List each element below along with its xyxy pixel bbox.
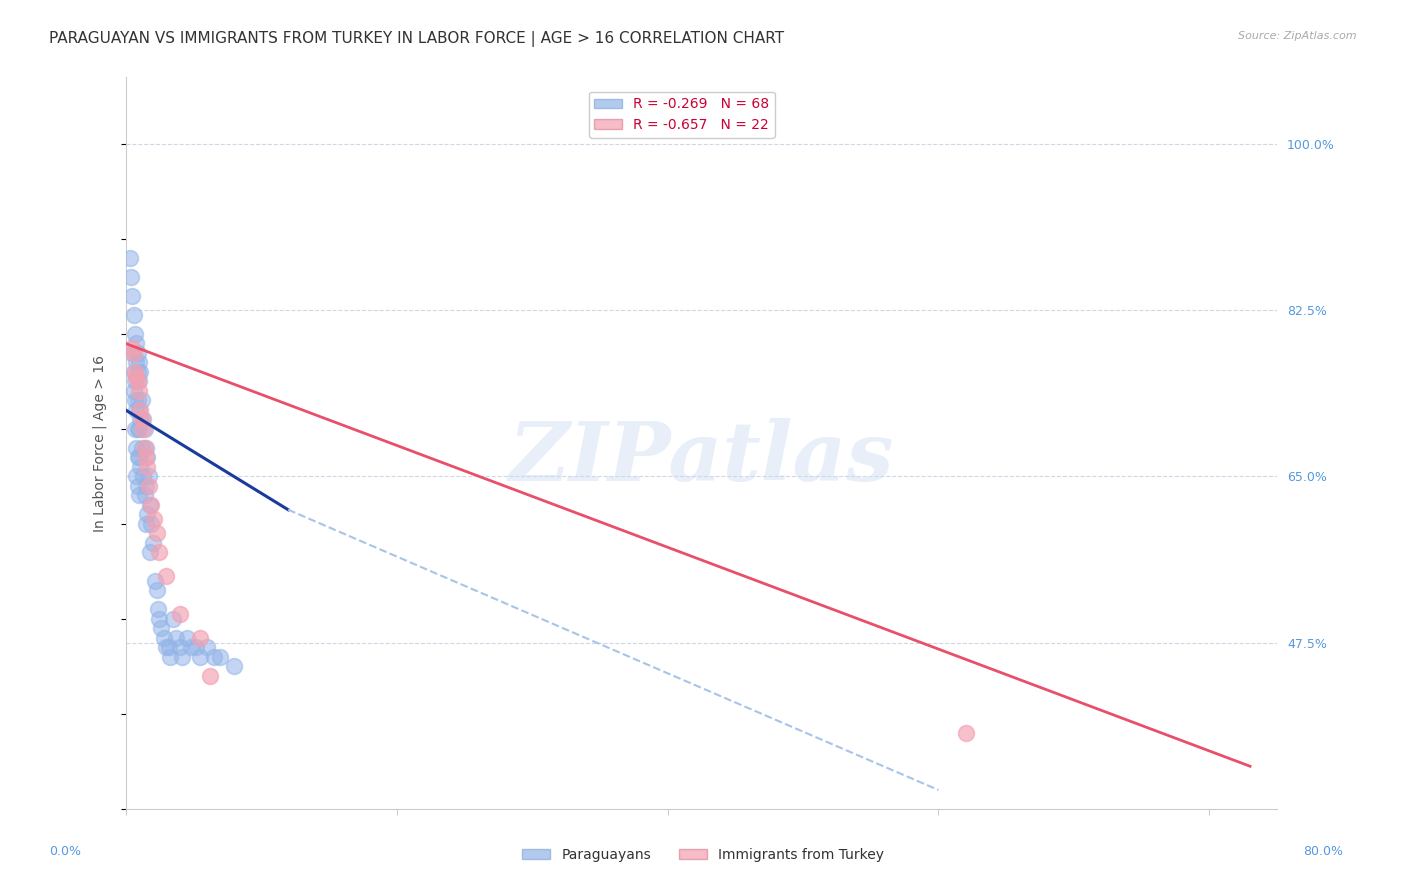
Point: [131, 412, 153, 426]
Point: [127, 365, 149, 379]
Point: [188, 650, 211, 665]
Text: 80.0%: 80.0%: [1303, 845, 1343, 858]
Point: [138, 469, 160, 483]
Point: [139, 498, 162, 512]
Point: [138, 479, 160, 493]
Point: [184, 640, 207, 655]
Text: PARAGUAYAN VS IMMIGRANTS FROM TURKEY IN LABOR FORCE | AGE > 16 CORRELATION CHART: PARAGUAYAN VS IMMIGRANTS FROM TURKEY IN …: [49, 31, 785, 47]
Point: [176, 631, 198, 645]
Point: [209, 650, 232, 665]
Point: [127, 479, 149, 493]
Point: [955, 726, 977, 740]
Point: [136, 460, 159, 475]
Point: [195, 640, 218, 655]
Point: [125, 403, 148, 417]
Point: [128, 422, 150, 436]
Point: [159, 650, 181, 665]
Point: [127, 422, 149, 436]
Point: [132, 469, 155, 483]
Point: [129, 403, 152, 417]
Point: [169, 640, 191, 655]
Point: [124, 393, 146, 408]
Point: [155, 640, 177, 655]
Point: [125, 355, 148, 369]
Point: [124, 375, 146, 389]
Point: [128, 488, 150, 502]
Point: [124, 422, 146, 436]
Point: [128, 355, 150, 369]
Point: [136, 450, 159, 465]
Point: [120, 269, 142, 284]
Point: [141, 498, 163, 512]
Point: [121, 341, 143, 355]
Point: [131, 441, 153, 455]
Point: [125, 441, 148, 455]
Point: [122, 365, 145, 379]
Point: [198, 669, 221, 683]
Point: [141, 516, 163, 531]
Point: [129, 365, 152, 379]
Point: [139, 545, 162, 559]
Point: [128, 384, 150, 398]
Text: ZIPatlas: ZIPatlas: [509, 417, 894, 498]
Point: [145, 574, 167, 588]
Point: [135, 450, 157, 465]
Point: [135, 516, 157, 531]
Point: [148, 545, 170, 559]
Point: [127, 375, 149, 389]
Point: [132, 422, 155, 436]
Point: [202, 650, 225, 665]
Point: [125, 336, 148, 351]
Point: [142, 536, 165, 550]
Point: [128, 375, 150, 389]
Text: Source: ZipAtlas.com: Source: ZipAtlas.com: [1239, 31, 1357, 41]
Point: [118, 251, 141, 265]
Point: [134, 422, 156, 436]
Point: [157, 640, 180, 655]
Point: [148, 612, 170, 626]
Point: [127, 346, 149, 360]
Point: [124, 365, 146, 379]
Point: [124, 326, 146, 341]
Point: [222, 659, 245, 673]
Point: [125, 469, 148, 483]
Text: 0.0%: 0.0%: [49, 845, 82, 858]
Point: [135, 479, 157, 493]
Point: [149, 622, 172, 636]
Y-axis label: In Labor Force | Age > 16: In Labor Force | Age > 16: [93, 355, 107, 532]
Point: [134, 441, 156, 455]
Point: [145, 526, 167, 541]
Point: [122, 308, 145, 322]
Legend: R = -0.269   N = 68, R = -0.657   N = 22: R = -0.269 N = 68, R = -0.657 N = 22: [589, 92, 775, 137]
Point: [169, 607, 191, 622]
Point: [128, 450, 150, 465]
Point: [132, 412, 155, 426]
Point: [121, 346, 143, 360]
Point: [127, 393, 149, 408]
Point: [128, 403, 150, 417]
Point: [165, 631, 187, 645]
Point: [134, 488, 156, 502]
Point: [131, 393, 153, 408]
Point: [155, 569, 177, 583]
Point: [122, 384, 145, 398]
Point: [152, 631, 174, 645]
Point: [127, 450, 149, 465]
Point: [129, 460, 152, 475]
Legend: Paraguayans, Immigrants from Turkey: Paraguayans, Immigrants from Turkey: [517, 842, 889, 867]
Point: [122, 346, 145, 360]
Point: [162, 612, 184, 626]
Point: [125, 369, 148, 384]
Point: [172, 650, 194, 665]
Point: [136, 508, 159, 522]
Point: [143, 512, 166, 526]
Point: [145, 583, 167, 598]
Point: [146, 602, 169, 616]
Point: [188, 631, 211, 645]
Point: [135, 441, 157, 455]
Point: [180, 640, 202, 655]
Point: [121, 289, 143, 303]
Point: [129, 412, 152, 426]
